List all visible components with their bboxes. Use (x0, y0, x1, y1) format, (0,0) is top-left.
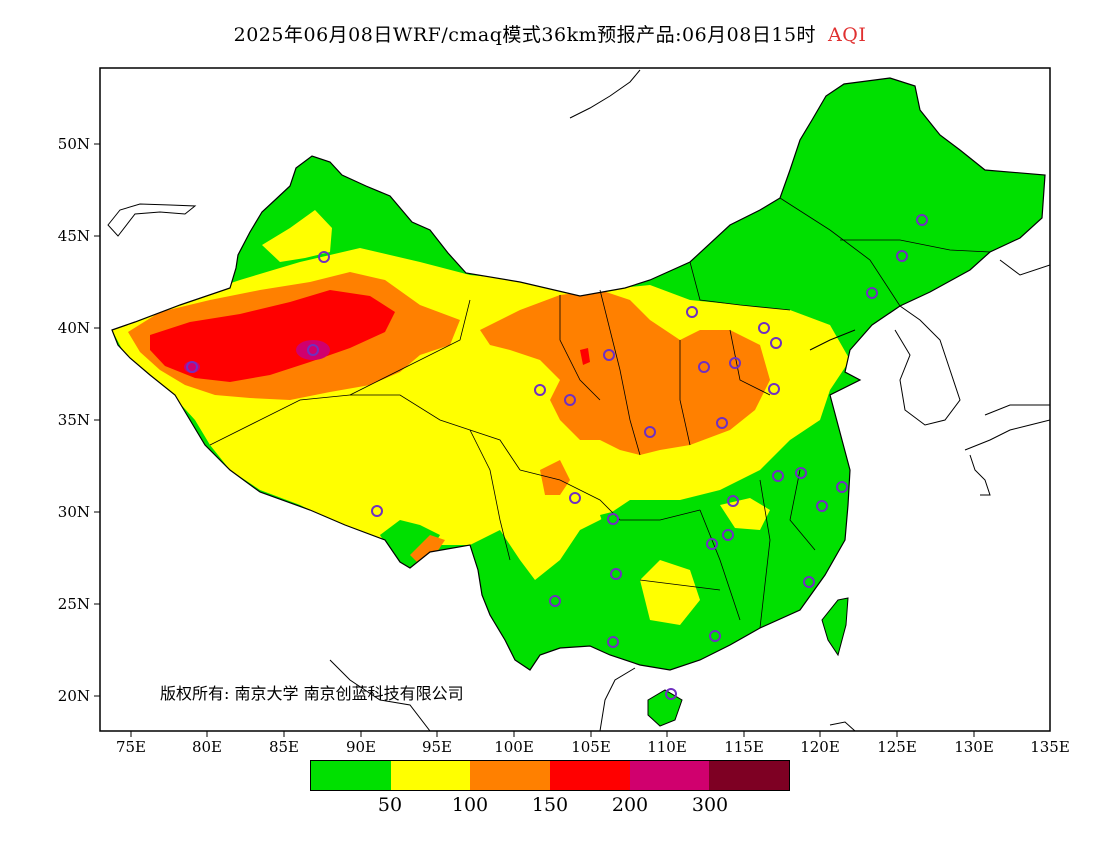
map-title-main: 2025年06月08日WRF/cmaq模式36km预报产品:06月08日15时 (233, 24, 817, 46)
lat-label-25: 25N (58, 595, 90, 613)
lon-label-90: 90E (346, 738, 376, 756)
legend-swatch-1 (390, 761, 471, 790)
legend-labels: 50 100 150 200 300 (0, 794, 1100, 818)
taiwan (821, 597, 849, 657)
lon-axis: 75E 80E 85E 90E 95E 100E 105E 110E 115E … (116, 731, 1070, 756)
legend-label-100: 100 (451, 794, 489, 816)
lon-label-130: 130E (954, 738, 994, 756)
lon-label-75: 75E (116, 738, 146, 756)
map-title: 2025年06月08日WRF/cmaq模式36km预报产品:06月08日15时 A… (0, 20, 1100, 47)
lon-label-110: 110E (647, 738, 687, 756)
lon-label-85: 85E (269, 738, 299, 756)
legend-label-200: 200 (611, 794, 649, 816)
lat-label-20: 20N (58, 687, 90, 705)
lon-label-95: 95E (422, 738, 452, 756)
legend-swatch-3 (550, 761, 630, 790)
province-borders (209, 197, 991, 629)
legend-swatch-2 (470, 761, 551, 790)
neighbor-coastlines (107, 69, 1050, 731)
lon-label-105: 105E (571, 738, 611, 756)
lon-label-80: 80E (192, 738, 222, 756)
lat-label-40: 40N (58, 319, 90, 337)
lat-axis: 50N 45N 40N 35N 30N 25N 20N (58, 135, 100, 705)
lon-label-125: 125E (877, 738, 917, 756)
china-border (111, 77, 1046, 671)
lat-label-50: 50N (58, 135, 90, 153)
legend-label-50: 50 (377, 794, 403, 816)
lat-label-35: 35N (58, 411, 90, 429)
lon-label-120: 120E (800, 738, 840, 756)
legend-swatch-5 (709, 761, 790, 790)
legend-label-300: 300 (691, 794, 729, 816)
lon-label-100: 100E (494, 738, 534, 756)
copyright-text: 版权所有: 南京大学 南京创蓝科技有限公司 (160, 684, 464, 703)
lat-label-45: 45N (58, 227, 90, 245)
color-legend (310, 760, 790, 791)
lon-label-135: 135E (1030, 738, 1070, 756)
lat-label-30: 30N (58, 503, 90, 521)
legend-swatch-0 (311, 761, 391, 790)
station-markers (186, 214, 928, 700)
map-title-variable: AQI (828, 24, 867, 46)
legend-swatch-4 (629, 761, 710, 790)
legend-label-150: 150 (531, 794, 569, 816)
lon-label-115: 115E (724, 738, 764, 756)
